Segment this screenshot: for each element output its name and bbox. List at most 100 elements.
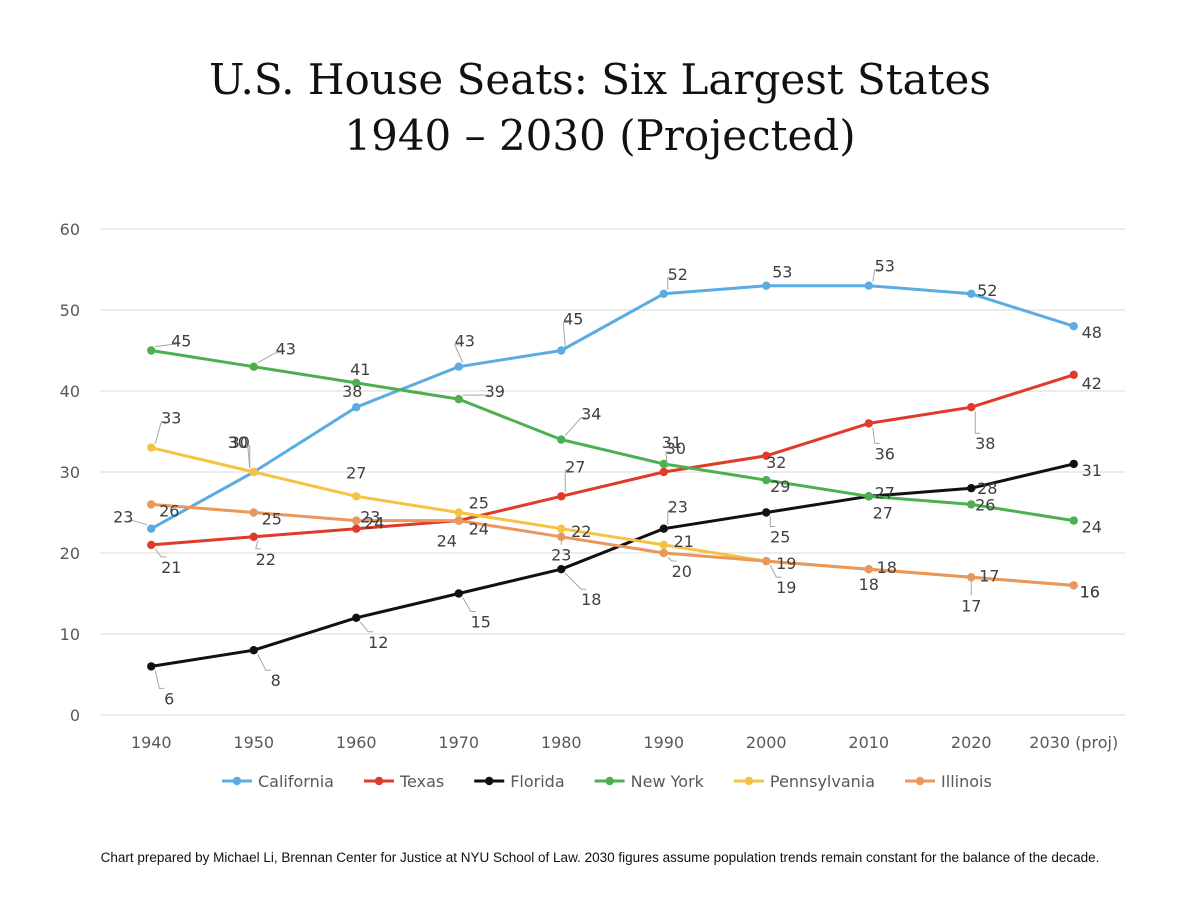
data-label-florida-7: 27	[875, 483, 895, 502]
data-label-florida-0: 6	[164, 689, 174, 708]
x-tick-label-9: 2030 (proj)	[1029, 733, 1118, 752]
series-line-florida	[151, 462, 1075, 668]
point-texas-4	[557, 492, 566, 501]
data-label-new-york-7: 27	[873, 503, 893, 522]
x-tick-label-7: 2010	[848, 733, 889, 752]
data-label-new-york-9: 24	[1082, 518, 1102, 537]
leader-pennsylvania-6	[769, 564, 782, 578]
data-label-illinois-2: 24	[364, 514, 384, 533]
series-line-new-york	[151, 349, 1074, 523]
y-tick-label-0: 0	[70, 706, 80, 725]
data-label-california-6: 53	[772, 263, 792, 282]
data-label-new-york-5: 31	[662, 433, 682, 452]
data-label-pennsylvania-9: 16	[1080, 582, 1100, 601]
data-label-california-0: 23	[113, 508, 133, 527]
x-tick-label-8: 2020	[951, 733, 992, 752]
data-label-california-2: 38	[342, 382, 362, 401]
point-florida-2	[352, 613, 361, 622]
data-label-new-york-6: 29	[770, 477, 790, 496]
data-label-texas-8: 38	[975, 434, 995, 453]
legend-marker-pennsylvania	[744, 776, 754, 786]
data-label-pennsylvania-0: 33	[161, 409, 181, 428]
y-tick-label-10: 10	[60, 625, 80, 644]
leader-florida-6	[769, 516, 776, 527]
point-florida-9	[1069, 459, 1078, 469]
point-illinois-7	[864, 565, 873, 574]
series-line-texas	[151, 373, 1075, 547]
data-label-pennsylvania-2: 27	[346, 463, 366, 482]
point-texas-7	[864, 419, 873, 428]
point-florida-3	[454, 589, 463, 598]
leader-florida-3	[462, 597, 476, 612]
data-label-texas-1: 22	[256, 550, 276, 569]
point-illinois-2	[352, 516, 361, 525]
leader-texas-4	[564, 469, 571, 493]
data-label-illinois-6: 19	[776, 554, 796, 573]
data-label-new-york-3: 39	[485, 382, 505, 401]
data-label-illinois-8: 17	[979, 566, 999, 585]
x-tick-label-6: 2000	[746, 733, 787, 752]
data-label-illinois-1: 25	[262, 510, 282, 529]
point-pennsylvania-5	[659, 540, 668, 550]
x-tick-label-1: 1950	[233, 733, 274, 752]
point-texas-1	[249, 532, 258, 541]
y-tick-label-20: 20	[60, 544, 80, 563]
point-pennsylvania-4	[557, 524, 566, 533]
data-label-texas-3: 24	[437, 532, 457, 551]
point-florida-0	[147, 662, 156, 671]
point-california-3	[454, 362, 463, 371]
x-tick-label-3: 1970	[438, 733, 479, 752]
chart-footnote: Chart prepared by Michael Li, Brennan Ce…	[100, 850, 1100, 865]
data-label-texas-2: 23	[360, 508, 380, 527]
data-label-illinois-4: 22	[571, 522, 591, 541]
point-california-5	[659, 289, 668, 298]
x-tick-label-0: 1940	[131, 733, 172, 752]
legend-label-florida: Florida	[510, 772, 564, 791]
point-new-york-2	[352, 378, 361, 388]
point-new-york-3	[454, 394, 463, 404]
point-pennsylvania-0	[147, 443, 156, 452]
leader-florida-1	[257, 653, 271, 671]
leader-texas-0	[154, 548, 167, 558]
data-label-new-york-2: 41	[350, 360, 370, 379]
point-california-9	[1069, 322, 1078, 331]
point-texas-6	[762, 451, 771, 460]
legend-marker-texas	[374, 776, 384, 786]
data-label-texas-5: 30	[666, 439, 686, 458]
y-tick-label-60: 60	[60, 220, 80, 239]
data-label-illinois-9: 16	[1080, 582, 1100, 601]
point-florida-8	[967, 484, 976, 493]
point-florida-5	[659, 524, 668, 533]
leader-california-3	[453, 344, 464, 363]
data-label-new-york-0: 45	[171, 332, 191, 351]
leader-texas-1	[255, 540, 261, 550]
data-label-new-york-4: 34	[581, 405, 601, 424]
point-california-0	[147, 524, 156, 533]
data-label-pennsylvania-7: 18	[859, 575, 879, 594]
point-illinois-3	[454, 516, 463, 525]
x-tick-label-2: 1960	[336, 733, 377, 752]
point-illinois-5	[659, 548, 668, 558]
data-label-texas-0: 21	[161, 558, 181, 577]
data-label-illinois-5: 20	[672, 562, 692, 581]
data-label-california-8: 52	[977, 281, 997, 300]
point-illinois-9	[1069, 581, 1078, 590]
point-florida-1	[249, 646, 258, 655]
data-label-california-3: 43	[455, 332, 475, 351]
data-label-florida-2: 12	[368, 633, 388, 652]
point-texas-0	[147, 540, 156, 550]
point-california-7	[864, 281, 873, 290]
leader-texas-8	[974, 411, 981, 434]
legend-label-california: California	[258, 772, 334, 791]
data-label-california-4: 45	[563, 310, 583, 329]
data-label-california-7: 53	[875, 257, 895, 276]
point-new-york-8	[967, 500, 976, 509]
point-california-6	[762, 281, 771, 290]
series-line-illinois	[151, 502, 1074, 587]
series-line-california	[150, 284, 1075, 531]
leader-new-york-4	[564, 417, 587, 436]
legend-label-new-york: New York	[631, 772, 705, 791]
data-label-florida-3: 15	[471, 613, 491, 632]
data-label-new-york-1: 43	[276, 340, 296, 359]
data-label-pennsylvania-3: 25	[469, 494, 489, 513]
